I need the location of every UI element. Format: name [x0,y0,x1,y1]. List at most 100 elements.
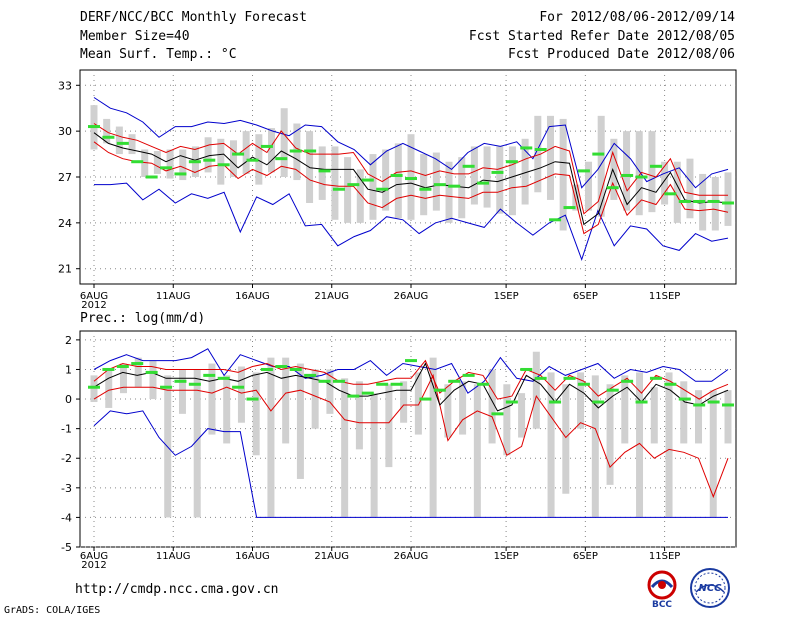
spread-box [178,369,186,414]
observed-marker [376,382,389,386]
ncc-logo-icon: NCC [690,568,730,608]
member-size: Member Size=40 [80,29,190,44]
forecast-period: For 2012/08/06-2012/09/14 [539,10,735,25]
observed-marker [592,152,605,156]
spread-box [204,137,212,173]
observed-marker [462,373,475,377]
observed-marker [102,135,115,139]
spread-lower-line [93,373,729,499]
observed-marker [693,403,706,407]
spread-box [369,154,377,220]
spread-box [311,369,319,429]
observed-marker [188,382,201,386]
observed-marker [520,367,533,371]
x-tick-label: 1SEP [494,551,519,562]
observed-marker [477,181,490,185]
spread-box [382,149,390,211]
observed-marker [160,385,173,389]
observed-marker [520,146,533,150]
observed-marker [606,388,619,392]
x-tick-label: 1SEP [494,291,519,302]
observed-marker [289,367,302,371]
spread-box [105,369,113,408]
x-tick-label: 21AUG [314,551,349,562]
prec-variable-label: Prec.: log(mm/d) [80,311,205,326]
spread-box [724,390,732,444]
spread-box [255,134,263,185]
y-tick-label: 2 [65,334,72,347]
spread-box [414,372,422,435]
footer-url[interactable]: http://cmdp.ncc.cma.gov.cn [75,582,279,597]
ncc-logo-text: NCC [698,583,722,594]
spread-box [459,381,467,435]
observed-marker [174,172,187,176]
observed-marker [145,370,158,374]
spread-box [623,131,631,211]
observed-marker [203,158,216,162]
spread-box [370,393,378,518]
spread-box [407,134,415,220]
spread-box [267,357,275,518]
bcc-logo-text: BCC [652,600,672,609]
x-tick-label: 11AUG [156,291,191,302]
observed-marker [88,385,100,389]
observed-marker [405,359,417,363]
spread-box [661,161,669,205]
spread-box [282,357,290,444]
observed-marker [649,376,662,380]
observed-marker [347,394,360,398]
observed-marker [390,173,403,177]
observed-marker [217,376,230,380]
observed-marker [649,164,662,168]
spread-box [473,384,481,518]
spread-box [546,115,554,200]
envelope-max-line [93,97,729,189]
spread-box [532,351,540,429]
grads-credit: GrADS: COLA/IGES [4,605,101,616]
spread-box [208,363,216,435]
spread-box [665,372,673,518]
spread-upper-line [93,123,728,215]
observed-marker [116,141,129,145]
x-tick-label: 6AUG [80,291,108,302]
plot-frame [79,330,737,548]
observed-marker [88,125,100,129]
spread-box [635,131,643,216]
bcc-logo-icon: BCC [647,570,677,609]
spread-box [444,384,452,438]
observed-marker [332,187,345,191]
year-label: 2012 [81,300,106,311]
y-tick-label: 24 [58,217,72,230]
observed-marker [505,160,518,164]
spread-box [709,390,717,518]
observed-marker [563,376,576,380]
observed-marker [664,192,677,196]
spread-box [341,378,349,518]
spread-box [621,375,629,444]
observed-marker [131,160,144,164]
spread-box [432,152,440,211]
spread-box [518,393,526,438]
observed-marker [606,186,619,190]
spread-box [242,131,250,174]
spread-box [562,384,570,494]
spread-box [496,146,504,214]
observed-marker [260,367,273,371]
spread-box [344,157,352,223]
spread-box [400,381,408,423]
observed-marker [275,365,288,369]
observed-marker [102,367,115,371]
spread-lower-line [93,141,729,235]
spread-box [153,151,161,174]
y-tick-label: -5 [61,541,72,554]
spread-box [547,372,555,518]
observed-marker [390,382,403,386]
spread-box [503,384,511,456]
ensemble-mean-line [93,132,729,226]
spread-box [420,154,428,216]
observed-marker [405,177,417,181]
spread-box [149,360,157,400]
x-tick-label: 6AUG [80,551,108,562]
